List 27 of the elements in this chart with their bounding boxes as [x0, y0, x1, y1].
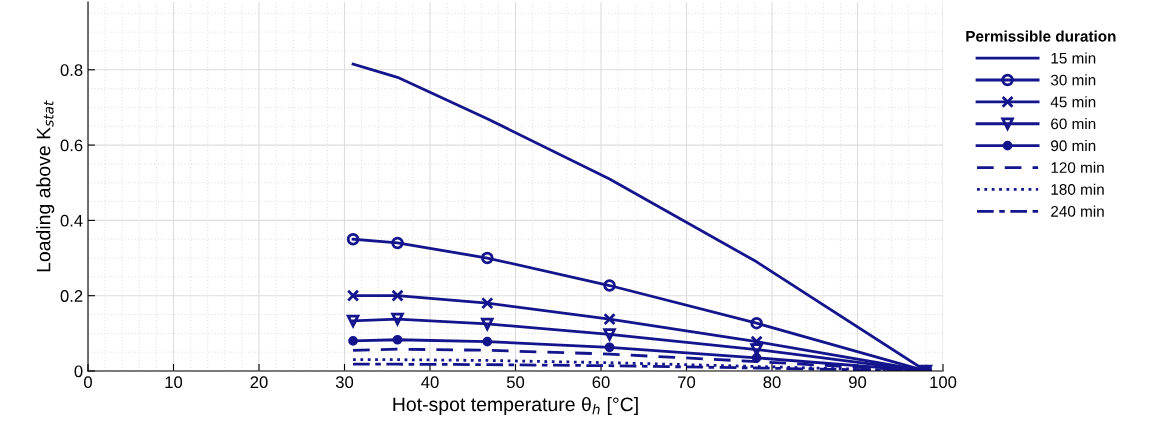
x-tick-label: 70 [678, 376, 696, 389]
x-tick-label: 60 [592, 376, 610, 389]
legend-label: 30 min [1050, 74, 1096, 86]
y-tick-label: 0.4 [60, 214, 83, 227]
legend-label: 120 min [1051, 161, 1104, 174]
x-axis-title: Hot-spot temperature θ$_{h}$ [°C] [393, 396, 638, 416]
x-tick-label: 100 [930, 376, 957, 389]
y-tick-label: 0.2 [60, 290, 83, 302]
y-tick-label: 0.8 [60, 64, 83, 76]
legend-label: 45 min [1050, 96, 1096, 108]
legend-label: 240 min [1051, 205, 1104, 217]
x-tick-label: 50 [506, 376, 525, 389]
y-axis-title: Loading above K$_{stat}$ [36, 100, 55, 272]
legend-label: 60 min [1051, 118, 1096, 130]
x-tick-label: 20 [250, 376, 268, 389]
legend-label: 15 min [1051, 52, 1096, 64]
legend-title: Permissible duration [966, 30, 1116, 42]
x-tick-label: 40 [421, 376, 439, 389]
x-tick-label: 10 [165, 376, 183, 389]
legend-label: 180 min [1051, 183, 1104, 195]
x-tick-label: 90 [849, 376, 867, 389]
x-tick-label: 30 [335, 376, 354, 389]
x-tick-label: 0 [84, 376, 92, 389]
y-tick-label: 0.6 [60, 139, 83, 152]
x-tick-label: 80 [763, 376, 781, 389]
legend-label: 90 min [1051, 139, 1096, 152]
y-tick-label: 0 [74, 365, 83, 378]
